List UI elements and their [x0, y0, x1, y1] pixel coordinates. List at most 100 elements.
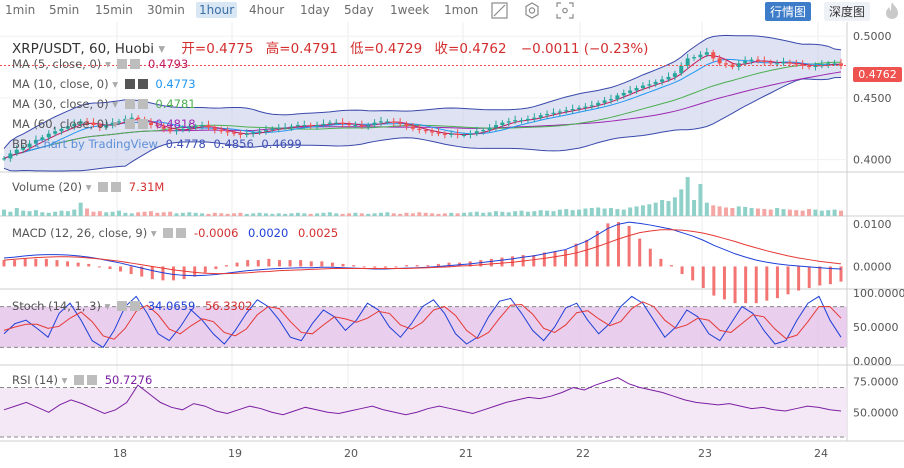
timeframe-4hour[interactable]: 4hour — [249, 3, 285, 17]
volume-bar — [730, 208, 735, 216]
settings-gear-icon[interactable] — [523, 2, 541, 19]
ma5-settings-icon[interactable] — [117, 59, 128, 69]
rsi-dropdown-icon[interactable]: ▾ — [61, 373, 68, 387]
timeframe-1hour[interactable]: 1hour — [196, 2, 238, 18]
stoch-dropdown-icon[interactable]: ▾ — [104, 299, 111, 313]
macd-dropdown-icon[interactable]: ▾ — [150, 226, 157, 240]
timeframe-15min[interactable]: 15min — [95, 3, 133, 17]
depth-chart-button[interactable]: 深度图 — [824, 2, 871, 21]
rsi-close-icon[interactable] — [87, 375, 98, 385]
candle-body — [468, 133, 473, 135]
ma30-legend: MA (30, close, 0) ▾ 0.4781 — [12, 97, 196, 111]
ma30-dropdown-icon[interactable]: ▾ — [112, 97, 119, 111]
timeframe-5day[interactable]: 5day — [344, 3, 374, 17]
candle-body — [417, 128, 422, 131]
ma5-close-icon[interactable] — [130, 59, 141, 69]
macd-axis-label: 0.0000 — [853, 260, 892, 273]
candle-body — [538, 115, 543, 118]
ma30-settings-icon[interactable] — [124, 99, 135, 109]
timeframe-1min[interactable]: 1min — [5, 3, 36, 17]
draw-icon[interactable] — [491, 2, 509, 19]
ma60-close-icon[interactable] — [137, 119, 148, 129]
volume-bar — [813, 209, 818, 216]
candle-body — [14, 149, 19, 154]
candle-body — [40, 137, 45, 140]
ma10-close-icon[interactable] — [137, 79, 148, 89]
volume-bar — [692, 200, 697, 216]
macd-histogram-bar — [447, 262, 451, 267]
x-tick-label-18: 18 — [113, 447, 127, 460]
volume-bar — [800, 210, 805, 216]
volume-bar — [762, 209, 767, 216]
rsi-settings-icon[interactable] — [74, 375, 85, 385]
volume-dropdown-icon[interactable]: ▾ — [85, 180, 92, 194]
macd-histogram-bar — [119, 266, 123, 272]
volume-bar — [615, 209, 620, 216]
symbol-dropdown-icon[interactable]: ▾ — [158, 41, 166, 57]
volume-bar — [110, 211, 115, 216]
volume-bar — [755, 208, 760, 216]
ma5-dropdown-icon[interactable]: ▾ — [104, 57, 111, 71]
candle-body — [85, 121, 90, 123]
candle-body — [232, 132, 237, 134]
timeframe-30min[interactable]: 30min — [147, 3, 185, 17]
macd-hist-value: -0.0006 — [194, 226, 239, 240]
market-chart-button[interactable]: 行情图 — [765, 2, 812, 21]
volume-bar — [302, 213, 307, 216]
volume-bar — [200, 213, 205, 216]
trading-chart[interactable]: 18 19 20 21 22 23 24 0.5000 0.4500 0.4000 0.0100 0.… — [0, 22, 904, 468]
volume-bar — [372, 213, 377, 216]
volume-bar — [340, 213, 345, 216]
volume-bar — [334, 213, 339, 216]
volume-close-icon[interactable] — [111, 182, 122, 192]
candle-body — [839, 63, 843, 66]
ma10-settings-icon[interactable] — [124, 79, 135, 89]
volume-bar — [104, 212, 109, 216]
volume-bar — [628, 207, 633, 216]
candle-body — [391, 121, 396, 123]
volume-bar — [513, 211, 518, 216]
high-value: 0.4791 — [290, 41, 338, 57]
volume-settings-icon[interactable] — [98, 182, 109, 192]
volume-bar — [321, 212, 326, 216]
price-axis-label: 0.5000 — [853, 30, 892, 43]
timeframe-1day[interactable]: 1day — [300, 3, 330, 17]
ma10-dropdown-icon[interactable]: ▾ — [112, 77, 119, 91]
volume-bar — [72, 209, 77, 216]
timeframe-1week[interactable]: 1week — [390, 3, 430, 17]
volume-bar — [65, 211, 70, 216]
volume-label: Volume (20) — [12, 180, 83, 194]
timeframe-5min[interactable]: 5min — [49, 3, 80, 17]
stoch-close-icon[interactable] — [130, 301, 141, 311]
candle-body — [653, 81, 658, 85]
ma60-value: 0.4818 — [155, 117, 196, 131]
ma60-settings-icon[interactable] — [124, 119, 135, 129]
low-label: 低= — [350, 41, 375, 57]
flame-icon — [886, 2, 898, 19]
volume-bar — [538, 210, 543, 216]
volume-bar — [781, 209, 786, 216]
stoch-settings-icon[interactable] — [117, 301, 128, 311]
candle-body — [206, 125, 211, 128]
rsi-legend: RSI (14) ▾ 50.7276 — [12, 373, 152, 387]
volume-value: 7.31M — [128, 180, 165, 194]
timeframe-1mon[interactable]: 1mon — [444, 3, 479, 17]
volume-bar — [621, 209, 626, 216]
candle-body — [602, 100, 607, 103]
ma60-dropdown-icon[interactable]: ▾ — [112, 117, 119, 131]
candle-body — [557, 111, 562, 113]
candle-body — [315, 125, 320, 127]
volume-bar — [749, 208, 754, 216]
candle-body — [621, 92, 626, 96]
macd-settings-icon[interactable] — [163, 228, 174, 238]
macd-histogram-bar — [511, 256, 515, 267]
macd-close-icon[interactable] — [176, 228, 187, 238]
tradingview-watermark[interactable]: Chart by TradingView — [35, 137, 158, 151]
ma5-value: 0.4793 — [148, 57, 189, 71]
volume-bar — [768, 209, 773, 216]
ma30-close-icon[interactable] — [137, 99, 148, 109]
fullscreen-icon[interactable] — [556, 2, 574, 19]
macd-histogram-bar — [542, 252, 546, 267]
volume-bar — [161, 212, 166, 216]
bollinger-band-fill — [4, 35, 841, 172]
